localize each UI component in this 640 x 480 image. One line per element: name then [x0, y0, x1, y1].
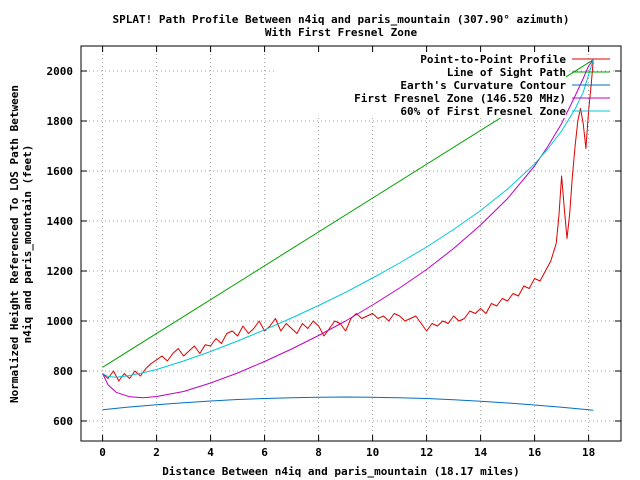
x-tick-label: 10 — [366, 446, 379, 459]
legend-entry-bg — [276, 79, 566, 92]
y-tick-label: 600 — [53, 415, 73, 428]
y-tick-label: 800 — [53, 365, 73, 378]
y-tick-label: 1400 — [47, 215, 74, 228]
x-axis-label: Distance Between n4iq and paris_mountain… — [162, 465, 520, 478]
series-60-of-first-fresnel-zone — [102, 59, 594, 378]
x-tick-label: 14 — [474, 446, 488, 459]
x-tick-label: 0 — [99, 446, 106, 459]
legend-entry-bg — [276, 53, 566, 66]
legend-entry-bg — [276, 92, 566, 105]
series-earth-s-curvature-contour — [102, 396, 594, 411]
x-tick-label: 2 — [153, 446, 160, 459]
chart-subtitle: With First Fresnel Zone — [265, 26, 418, 39]
y-axis-label-line1: Normalized Height Referenced To LOS Path… — [8, 85, 21, 403]
plot-frame — [80, 45, 622, 442]
legend-entry-bg — [276, 105, 566, 118]
x-tick-label: 12 — [420, 446, 433, 459]
series-lines — [102, 59, 594, 411]
axis-ticks: 0 2 4 6 8 10 12 14 16 18 600 800 1000 1200 1400 1600 180… — [47, 46, 621, 459]
x-tick-label: 6 — [261, 446, 268, 459]
y-tick-label: 1600 — [47, 165, 74, 178]
x-tick-label: 16 — [528, 446, 542, 459]
series-point-to-point-profile — [102, 60, 594, 382]
y-tick-label: 2000 — [47, 65, 74, 78]
legend-entry-bg — [276, 66, 566, 79]
x-tick-label: 4 — [207, 446, 214, 459]
x-tick-label: 8 — [315, 446, 322, 459]
x-tick-label: 18 — [582, 446, 595, 459]
legend-label-earth-s-curvature-contour: Earth's Curvature Contour — [400, 79, 566, 92]
legend-label-line-of-sight-path: Line of Sight Path — [447, 66, 566, 79]
y-tick-label: 1200 — [47, 265, 74, 278]
legend-label-60-of-first-fresnel-zone: 60% of First Fresnel Zone — [400, 105, 566, 118]
legend-label-point-to-point-profile: Point-to-Point Profile — [420, 53, 566, 66]
y-tick-label: 1800 — [47, 115, 74, 128]
chart-title: SPLAT! Path Profile Between n4iq and par… — [113, 13, 570, 26]
legend-label-first-fresnel-zone-146-520-mhz: First Fresnel Zone (146.520 MHz) — [354, 92, 566, 105]
series-first-fresnel-zone-146-520-mhz — [102, 59, 594, 399]
y-axis-label-line2: n4iq and paris_mountain (feet) — [21, 145, 34, 344]
y-tick-label: 1000 — [47, 315, 74, 328]
